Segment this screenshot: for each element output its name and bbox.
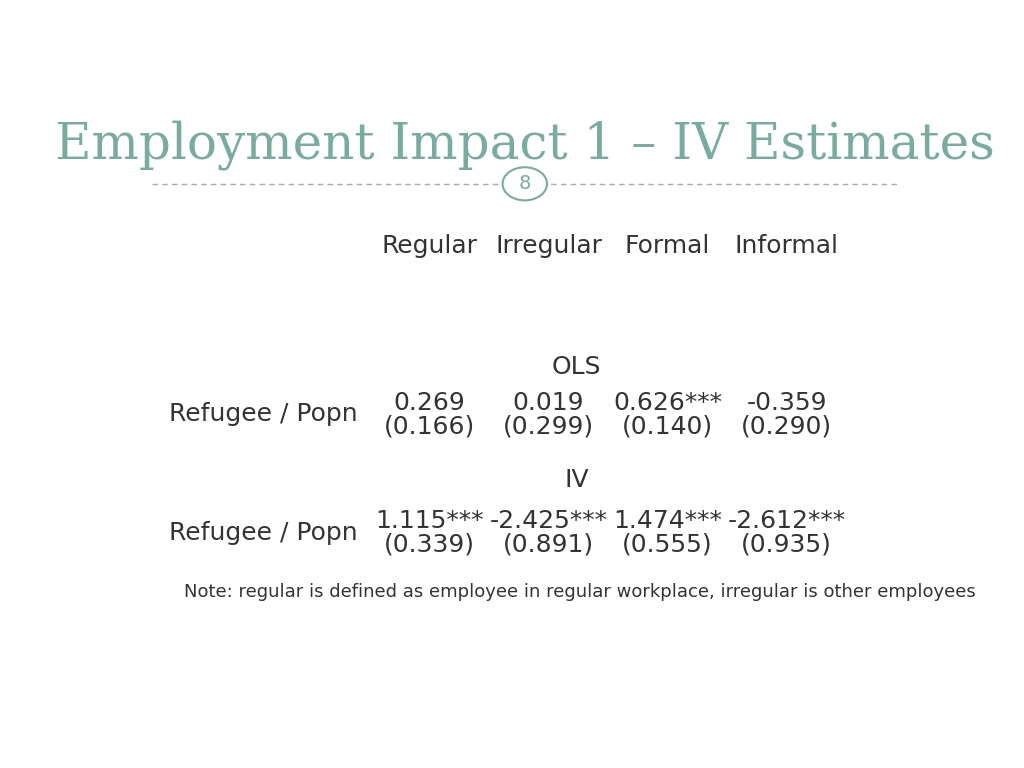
Text: (0.935): (0.935) bbox=[741, 532, 833, 557]
Text: -2.425***: -2.425*** bbox=[489, 509, 607, 533]
Text: 0.269: 0.269 bbox=[393, 391, 466, 415]
Text: 1.115***: 1.115*** bbox=[376, 509, 483, 533]
Text: (0.290): (0.290) bbox=[741, 414, 833, 439]
Text: (0.299): (0.299) bbox=[503, 414, 594, 439]
Text: -2.612***: -2.612*** bbox=[728, 509, 846, 533]
Text: 0.626***: 0.626*** bbox=[613, 391, 722, 415]
Text: Impact Syrian Refugees - Del Carpio and Wagner: Impact Syrian Refugees - Del Carpio and … bbox=[41, 734, 482, 752]
Text: Employment Impact 1 – IV Estimates: Employment Impact 1 – IV Estimates bbox=[55, 121, 994, 170]
Text: (0.891): (0.891) bbox=[503, 532, 594, 557]
Text: (0.555): (0.555) bbox=[623, 532, 713, 557]
Text: (0.339): (0.339) bbox=[384, 532, 475, 557]
Text: -0.359: -0.359 bbox=[746, 391, 827, 415]
Text: Irregular: Irregular bbox=[496, 234, 602, 258]
Text: Regular: Regular bbox=[382, 234, 477, 258]
Circle shape bbox=[501, 166, 549, 201]
Text: Formal: Formal bbox=[625, 234, 711, 258]
Text: 1.474***: 1.474*** bbox=[613, 509, 722, 533]
Text: (0.166): (0.166) bbox=[384, 414, 475, 439]
Text: Refugee / Popn: Refugee / Popn bbox=[169, 402, 357, 426]
Text: Refugee / Popn: Refugee / Popn bbox=[169, 521, 357, 545]
Text: Informal: Informal bbox=[734, 234, 839, 258]
Text: Note: regular is defined as employee in regular workplace, irregular is other em: Note: regular is defined as employee in … bbox=[183, 583, 975, 601]
Text: OLS: OLS bbox=[552, 355, 601, 379]
Text: 8: 8 bbox=[518, 174, 531, 194]
Text: (0.140): (0.140) bbox=[623, 414, 713, 439]
Text: IV: IV bbox=[564, 468, 589, 492]
Text: 0.019: 0.019 bbox=[513, 391, 585, 415]
